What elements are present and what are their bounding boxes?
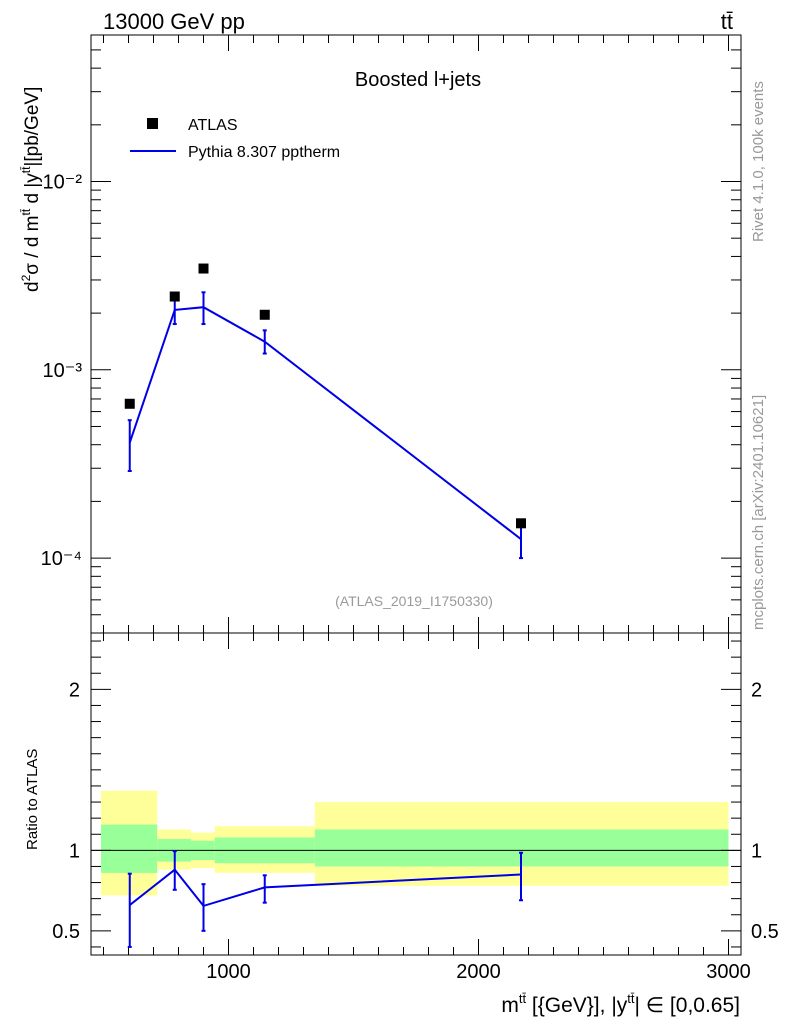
header-energy-label: 13000 GeV pp [103, 9, 245, 34]
main-title: Boosted l+jets [355, 69, 481, 91]
ratio-y-tick-label-right: 0.5 [751, 921, 779, 943]
atlas-point [124, 398, 135, 409]
legend-atlas-label: ATLAS [188, 117, 238, 134]
main-ylabel: d2σ / d mtt̄ d |ytt̄|[pb/GeV] [19, 87, 43, 292]
ratio-ylabel: Ratio to ATLAS [24, 749, 41, 850]
main-y-tick-label: 10⁻² [43, 172, 83, 194]
main-y-tick-labels: 10⁻⁴ 10⁻³ 10⁻² [41, 172, 83, 571]
main-y-tick-label: 10⁻⁴ [41, 548, 82, 570]
main-y-tick-label: 10⁻³ [43, 360, 83, 382]
mc-line [128, 306, 522, 540]
legend: ATLAS Pythia 8.307 pptherm [130, 117, 340, 161]
analysis-watermark: (ATLAS_2019_I1750330) [335, 593, 493, 609]
ratio-bands [91, 790, 741, 896]
ratio-frame [90, 632, 742, 956]
rivet-label: Rivet 4.1.0, 100k events [750, 81, 767, 242]
ratio-xlabel: mtt̄ [{GeV}], |ytt̄| ∈ [0,0.65] [501, 991, 740, 1017]
atlas-point [169, 291, 180, 302]
atlas-point [198, 263, 209, 274]
ratio-panel: 0.5 0.5 1 1 2 2 1000 2000 3000 Ratio to ATLAS m… [24, 632, 779, 1017]
main-axis-ticks [91, 34, 741, 634]
atlas-point [259, 309, 270, 320]
ratio-y-tick-label-left: 2 [69, 679, 80, 701]
legend-atlas-marker [147, 118, 158, 129]
ratio-mc-line [129, 868, 522, 908]
ratio-x-tick-label: 2000 [456, 961, 501, 983]
ratio-x-tick-label: 1000 [206, 961, 251, 983]
main-panel: Boosted l+jets (ATLAS_2019_I1750330) ATL… [19, 34, 742, 634]
ratio-axis-ticks [91, 633, 741, 955]
ratio-x-tick-label: 3000 [706, 961, 751, 983]
mcplots-label: mcplots.cern.ch [arXiv:2401.10621] [750, 395, 767, 630]
ratio-y-tick-label-left: 1 [69, 840, 80, 862]
ratio-y-tick-label-left: 0.5 [52, 921, 80, 943]
ratio-band-inner [101, 824, 158, 873]
atlas-point [516, 518, 526, 529]
ratio-y-tick-label-right: 1 [751, 840, 762, 862]
ratio-y-tick-label-right: 2 [751, 679, 762, 701]
ratio-y-tick-labels: 0.5 0.5 1 1 2 2 [52, 679, 779, 943]
ratio-x-tick-labels: 1000 2000 3000 [206, 961, 751, 983]
header-process-label: tt̄ [721, 9, 733, 34]
ratio-series [127, 850, 523, 948]
legend-mc-label: Pythia 8.307 pptherm [188, 144, 340, 161]
main-series [124, 263, 526, 560]
